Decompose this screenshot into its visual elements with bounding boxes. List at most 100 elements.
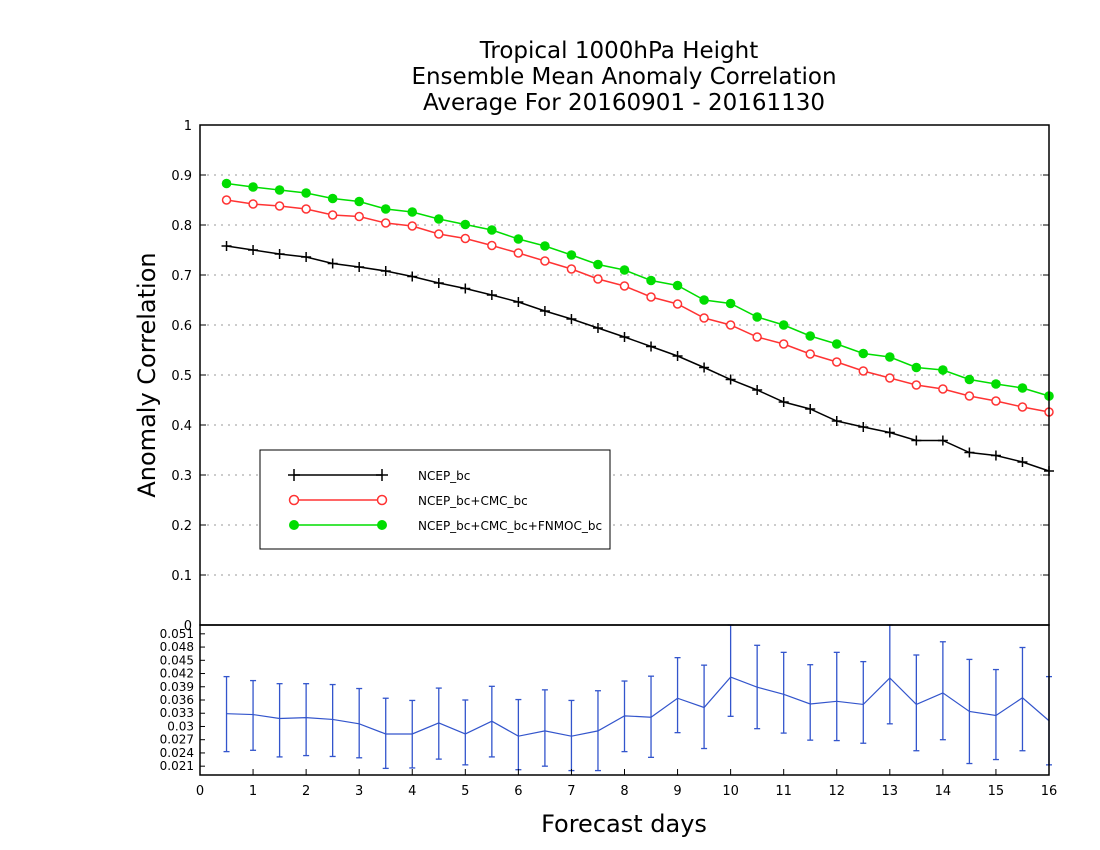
series-point-1 — [964, 391, 975, 401]
y-axis-label: Anomaly Correlation — [133, 252, 161, 497]
legend-label-ncep: NCEP_bc — [418, 469, 470, 483]
series-point-1 — [487, 240, 497, 251]
series-point-1 — [885, 373, 895, 383]
series-point-0 — [460, 283, 471, 294]
legend-marker-ncep-cmc-fnmoc-b — [377, 520, 387, 530]
x-tick-label: 5 — [461, 784, 469, 799]
y-tick-label: 0.1 — [171, 569, 192, 584]
series-point-0 — [805, 404, 816, 414]
series-point-0 — [646, 341, 657, 352]
series-line-0 — [226, 245, 1050, 472]
series-point-2 — [938, 365, 948, 375]
series-point-2 — [221, 178, 232, 189]
sub-y-tick-label: 0.045 — [160, 653, 194, 667]
legend-marker-ncep-cmc-a — [288, 494, 300, 506]
series-point-0 — [752, 385, 763, 395]
x-tick-label: 7 — [567, 784, 575, 799]
sub-y-tick-label: 0.033 — [160, 706, 194, 720]
series-point-0 — [566, 314, 577, 324]
legend-marker-ncep-cmc-b — [376, 494, 388, 506]
series-point-1 — [327, 210, 338, 220]
series-point-2 — [752, 312, 762, 322]
series-point-2 — [646, 275, 656, 286]
series-point-1 — [805, 349, 815, 359]
series-point-1 — [434, 229, 444, 239]
sub-y-tick-label: 0.03 — [167, 719, 194, 733]
title-line-1: Tropical 1000hPa Height — [479, 38, 759, 64]
legend-label-ncep-cmc: NCEP_bc+CMC_bc — [418, 494, 528, 508]
legend-marker-ncep-cmc-fnmoc-a — [289, 520, 299, 530]
series-point-1 — [991, 396, 1001, 406]
x-tick-label: 13 — [882, 784, 899, 799]
series-point-1 — [248, 199, 258, 209]
x-tick-label: 16 — [1041, 784, 1058, 799]
y-tick-label: 0.5 — [171, 369, 192, 384]
sub-y-tick-label: 0.042 — [160, 667, 194, 681]
series-point-1 — [354, 211, 364, 222]
series-point-0 — [327, 258, 338, 269]
series-point-0 — [937, 435, 948, 446]
series-point-2 — [672, 280, 683, 291]
series-point-0 — [354, 262, 365, 272]
series-point-2 — [248, 182, 258, 192]
y-tick-label: 0 — [184, 619, 192, 634]
x-tick-label: 8 — [620, 784, 628, 799]
series-point-0 — [380, 266, 391, 276]
sub-y-tick-label: 0.036 — [160, 693, 194, 707]
series-point-2 — [911, 362, 922, 373]
series-point-1 — [619, 281, 630, 291]
series-point-0 — [619, 332, 630, 342]
difference-line — [226, 676, 1050, 737]
series-point-0 — [884, 427, 895, 438]
series-point-2 — [778, 320, 789, 330]
series-point-1 — [832, 357, 842, 367]
series-point-1 — [938, 384, 948, 394]
x-tick-label: 11 — [775, 784, 792, 799]
title-line-3: Average For 20160901 - 20161130 — [423, 90, 825, 116]
series-point-2 — [566, 250, 577, 260]
series-point-1 — [566, 264, 577, 274]
series-point-0 — [274, 249, 285, 259]
series-point-0 — [964, 447, 975, 458]
series-point-1 — [593, 274, 603, 284]
x-tick-label: 2 — [302, 784, 310, 799]
series-point-2 — [433, 214, 444, 224]
y-tick-label: 0.4 — [171, 419, 192, 434]
series-point-2 — [327, 193, 338, 204]
series-point-1 — [725, 320, 736, 330]
x-tick-label: 0 — [196, 784, 204, 799]
series-point-2 — [593, 259, 603, 270]
series-point-0 — [1017, 457, 1028, 467]
series-point-0 — [592, 323, 603, 333]
series-point-2 — [487, 225, 497, 235]
series-point-1 — [778, 339, 789, 349]
series-point-2 — [274, 185, 285, 195]
series-point-2 — [885, 352, 895, 362]
sub-y-tick-label: 0.048 — [160, 640, 194, 654]
series-point-1 — [699, 313, 709, 323]
series-point-0 — [858, 422, 869, 432]
x-tick-label: 6 — [514, 784, 522, 799]
series-point-2 — [380, 204, 391, 214]
y-tick-label: 0.2 — [171, 519, 192, 534]
legend-label-ncep-cmc-fnmoc: NCEP_bc+CMC_bc+FNMOC_bc — [418, 519, 602, 533]
y-tick-label: 0.3 — [171, 469, 192, 484]
series-point-2 — [460, 219, 471, 230]
series-point-0 — [672, 351, 683, 361]
series-point-1 — [540, 256, 550, 266]
series-point-0 — [486, 290, 497, 300]
series-point-0 — [407, 271, 418, 282]
legend: NCEP_bc NCEP_bc+CMC_bc NCEP_bc+CMC_bc+FN… — [259, 449, 611, 550]
x-tick-label: 10 — [722, 784, 739, 799]
y-tick-label: 0.6 — [171, 319, 192, 334]
y-tick-label: 0.7 — [171, 269, 192, 284]
series-point-2 — [991, 379, 1001, 389]
series-point-1 — [301, 204, 311, 214]
series-point-2 — [540, 241, 550, 251]
series-line-1 — [226, 199, 1050, 413]
series-point-2 — [831, 339, 842, 349]
series-point-1 — [380, 218, 391, 228]
series-point-1 — [858, 366, 869, 376]
series-point-2 — [407, 207, 418, 217]
sub-y-tick-label: 0.039 — [160, 680, 194, 694]
